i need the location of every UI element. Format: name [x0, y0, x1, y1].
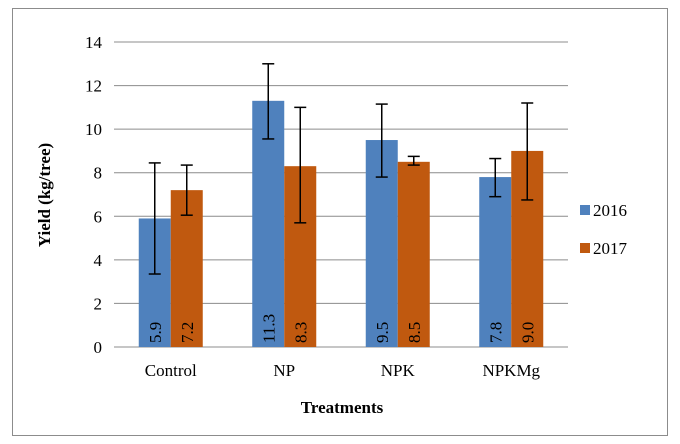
- legend-swatch-2016: [580, 205, 590, 215]
- bars: [138, 100, 544, 347]
- x-axis-title: Treatments: [301, 398, 384, 417]
- y-tick-labels: 0 2 4 6 8 10 12 14: [85, 33, 103, 357]
- y-axis-title: Yield (kg/tree): [35, 143, 54, 247]
- x-tick-label: NP: [273, 361, 295, 380]
- bar-2016-NPKMg: [479, 177, 512, 347]
- bar-2016-NP: [252, 100, 285, 347]
- y-tick-label: 14: [85, 33, 103, 52]
- y-tick-label: 12: [85, 77, 102, 96]
- y-tick-label: 10: [85, 120, 102, 139]
- y-tick-label: 8: [94, 164, 103, 183]
- legend-label-2016: 2016: [593, 201, 627, 220]
- x-tick-label: Control: [145, 361, 197, 380]
- x-tick-labels: Control NP NPK NPKMg: [145, 361, 541, 380]
- data-label-2016-NP: 11.3: [259, 314, 278, 343]
- x-tick-label: NPK: [381, 361, 416, 380]
- bar-2017-NPK: [397, 161, 430, 347]
- data-label-2017-NPK: 8.5: [405, 322, 424, 343]
- bar-2017-Control: [170, 190, 203, 347]
- data-label-2017-Control: 7.2: [178, 322, 197, 343]
- legend-swatch-2017: [580, 243, 590, 253]
- legend-label-2017: 2017: [593, 239, 628, 258]
- data-label-2016-NPK: 9.5: [373, 322, 392, 343]
- data-labels: 5.9 7.2 11.3 8.3 9.5 8.5 7.8 9.0: [146, 314, 538, 343]
- x-tick-label: NPKMg: [482, 361, 540, 380]
- error-bars: [148, 63, 534, 275]
- data-label-2017-NP: 8.3: [291, 322, 310, 343]
- data-label-2017-NPKMg: 9.0: [518, 322, 537, 343]
- legend: 2016 2017: [580, 201, 628, 258]
- data-label-2016-Control: 5.9: [146, 322, 165, 343]
- y-tick-label: 2: [94, 294, 103, 313]
- y-tick-label: 4: [94, 251, 103, 270]
- y-tick-label: 0: [94, 338, 103, 357]
- y-tick-label: 6: [94, 207, 103, 226]
- chart-frame: [12, 8, 668, 436]
- data-label-2016-NPKMg: 7.8: [486, 322, 505, 343]
